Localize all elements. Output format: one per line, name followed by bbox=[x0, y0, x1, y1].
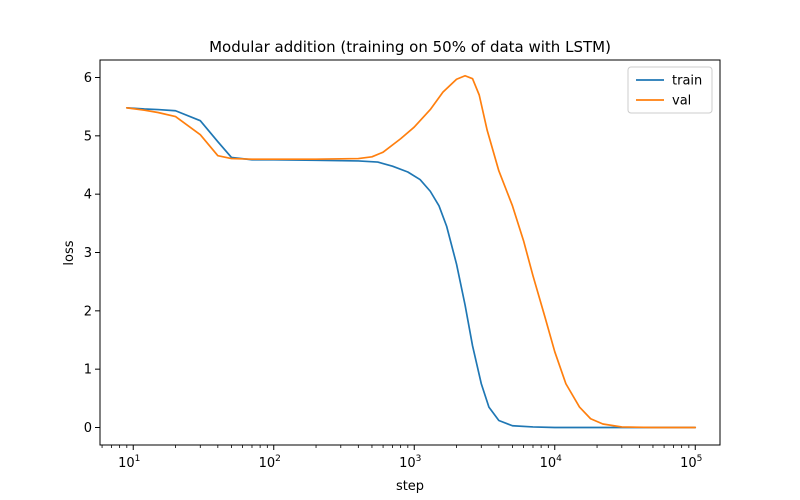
x-tick-label: 105 bbox=[680, 454, 702, 471]
legend-box bbox=[627, 66, 713, 114]
y-tick-label: 4 bbox=[84, 188, 92, 203]
x-tick-label-exponent: 2 bbox=[275, 454, 281, 464]
y-tick-label: 5 bbox=[84, 129, 92, 144]
y-axis-label: loss bbox=[62, 240, 77, 265]
x-axis-label: step bbox=[396, 479, 424, 494]
legend-label-train: train bbox=[672, 74, 702, 89]
x-tick-label: 102 bbox=[259, 454, 281, 471]
x-tick-label-exponent: 5 bbox=[697, 454, 703, 464]
legend: train val bbox=[627, 66, 713, 114]
series-line-val bbox=[125, 74, 697, 429]
x-tick-label: 104 bbox=[540, 454, 563, 471]
x-tick-label-base: 10 bbox=[540, 456, 557, 471]
x-tick-label-exponent: 3 bbox=[416, 454, 422, 464]
x-tick-label-base: 10 bbox=[259, 456, 276, 471]
x-tick-label-base: 10 bbox=[399, 456, 416, 471]
y-axis: 0 1 2 3 4 5 6 bbox=[84, 71, 100, 436]
series-line-train bbox=[125, 106, 697, 429]
x-tick-label-exponent: 1 bbox=[135, 454, 141, 464]
y-tick-label: 2 bbox=[84, 304, 92, 319]
chart-title: Modular addition (training on 50% of dat… bbox=[209, 38, 611, 56]
x-tick-label: 103 bbox=[399, 454, 421, 471]
y-tick-label: 3 bbox=[84, 246, 92, 261]
x-tick-label-base: 10 bbox=[118, 456, 135, 471]
y-tick-label: 0 bbox=[84, 421, 92, 436]
x-axis: 101 102 103 104 105 bbox=[101, 445, 702, 471]
legend-label-val: val bbox=[672, 94, 691, 109]
x-tick-label-exponent: 4 bbox=[556, 454, 562, 464]
y-tick-label: 6 bbox=[84, 71, 92, 86]
x-tick-label: 101 bbox=[118, 454, 140, 471]
x-tick-label-base: 10 bbox=[680, 456, 697, 471]
series-layer bbox=[125, 74, 697, 429]
y-tick-label: 1 bbox=[84, 363, 92, 378]
